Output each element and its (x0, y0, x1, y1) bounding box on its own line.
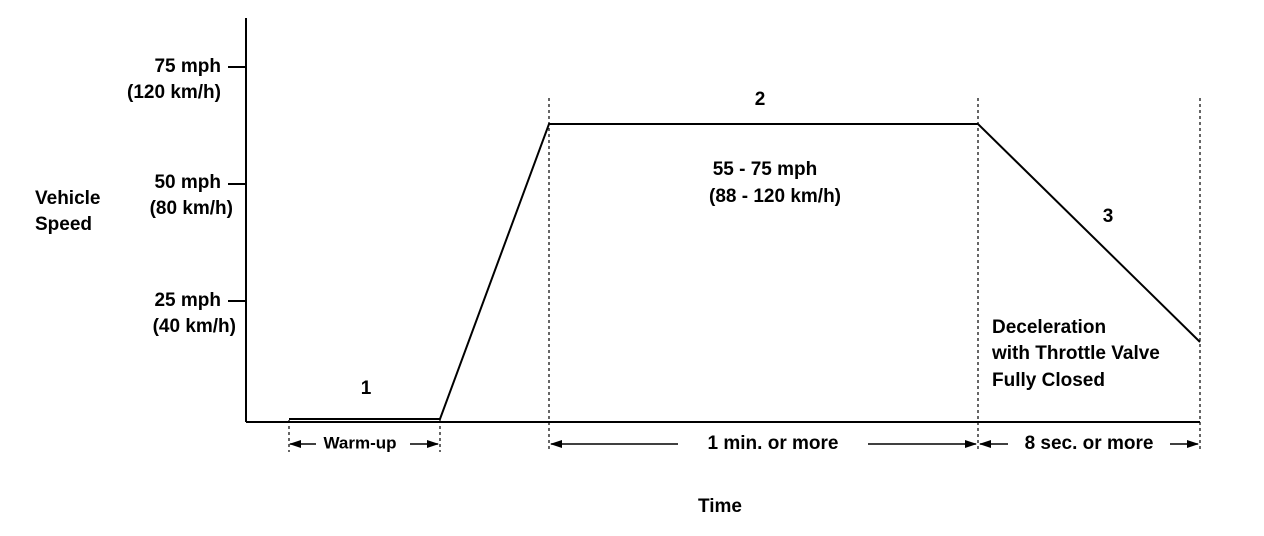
tick-label: (120 km/h) (127, 82, 221, 103)
axis-label: Speed (35, 214, 92, 235)
tick-label: (40 km/h) (153, 316, 236, 337)
phase-number: 3 (1103, 206, 1114, 227)
phase-number: 1 (361, 378, 372, 399)
duration: 1 min. or more (708, 433, 839, 454)
phase-note: with Throttle Valve (991, 343, 1160, 364)
tick-label: (80 km/h) (150, 198, 233, 219)
axis-label: Time (698, 496, 742, 517)
duration: 8 sec. or more (1025, 433, 1154, 454)
axis-label: Vehicle (35, 188, 101, 209)
phase-speed: 55 - 75 mph (713, 159, 818, 180)
tick-label: 25 mph (154, 290, 221, 311)
phase-number: 2 (755, 89, 766, 110)
duration: Warm-up (323, 433, 396, 452)
phase-note: Deceleration (992, 317, 1106, 338)
tick-label: 75 mph (154, 56, 221, 77)
phase-note: Fully Closed (992, 370, 1105, 391)
tick-label: 50 mph (154, 172, 221, 193)
phase-speed: (88 - 120 km/h) (709, 186, 841, 207)
